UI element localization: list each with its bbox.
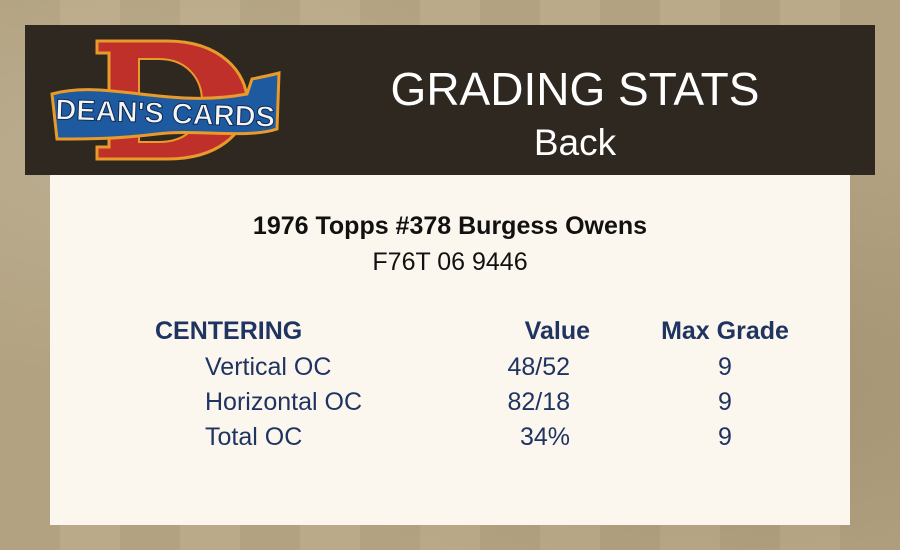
- row-max-grade: 9: [718, 353, 732, 381]
- header-centering: CENTERING: [155, 317, 303, 345]
- svg-text:DEAN'S CARDS: DEAN'S CARDS: [55, 94, 276, 134]
- header-max-grade: Max Grade: [661, 317, 789, 345]
- row-value: 82/18: [507, 388, 570, 416]
- row-label: Total OC: [205, 423, 303, 451]
- card-id: F76T 06 9446: [372, 248, 528, 276]
- row-value: 48/52: [507, 353, 570, 381]
- deans-cards-logo: DEAN'S CARDS: [50, 39, 281, 161]
- row-max-grade: 9: [718, 388, 732, 416]
- row-label: Vertical OC: [205, 353, 332, 381]
- page-title: GRADING STATS: [390, 63, 760, 115]
- stats-panel: 1976 Topps #378 Burgess Owens F76T 06 94…: [50, 175, 850, 525]
- card-title: 1976 Topps #378 Burgess Owens: [252, 212, 648, 240]
- row-max-grade: 9: [718, 423, 732, 451]
- header-banner: DEAN'S CARDS GRADING STATS Back: [25, 25, 875, 175]
- header-value: Value: [524, 317, 590, 345]
- row-value: 34%: [519, 423, 570, 451]
- row-label: Horizontal OC: [205, 388, 362, 416]
- page-subtitle: Back: [533, 122, 617, 163]
